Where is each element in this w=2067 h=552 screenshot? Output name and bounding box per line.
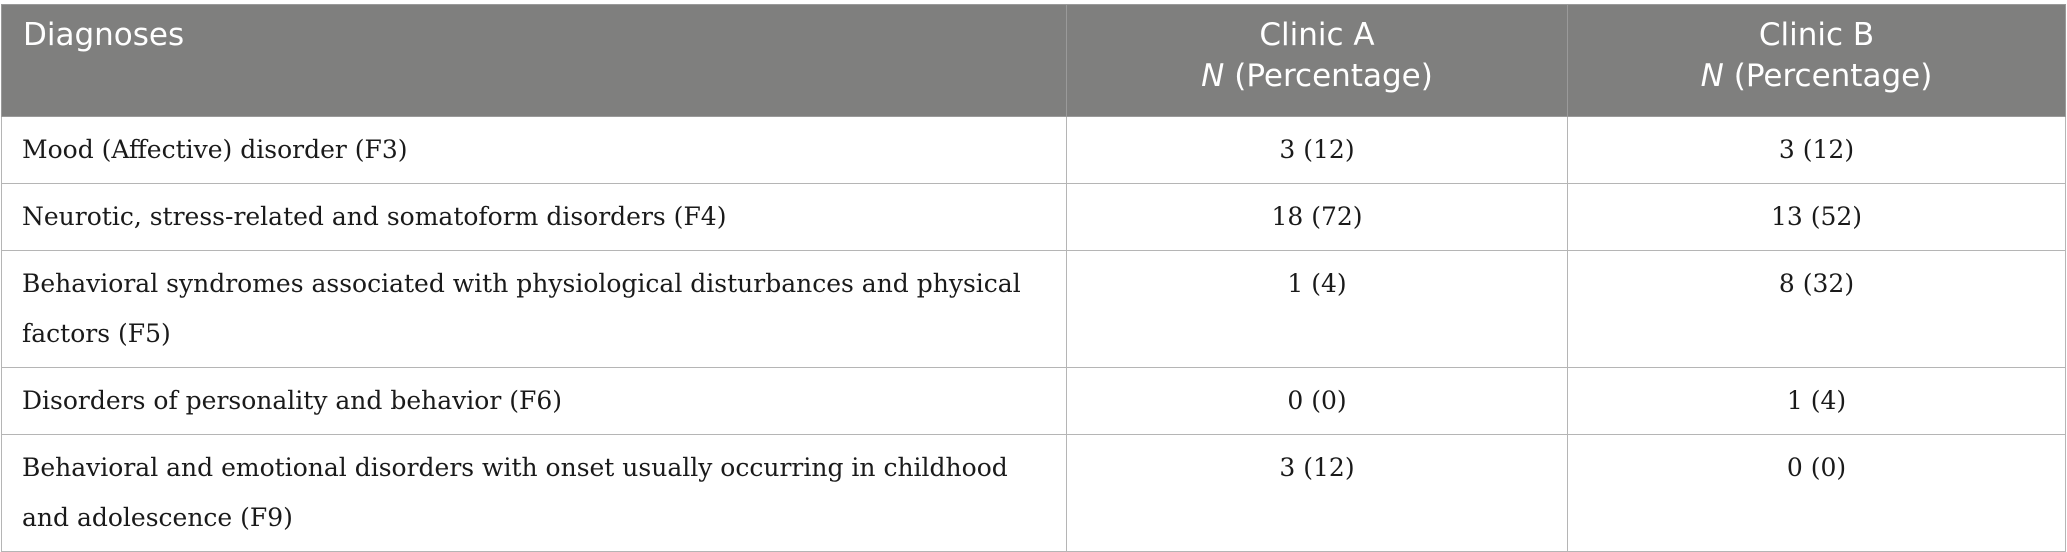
clinic-b-cell: 8 (32) xyxy=(1567,250,2066,368)
header-clinic-a-unit: (Percentage) xyxy=(1224,58,1433,94)
clinic-a-cell: 3 (12) xyxy=(1066,434,1568,552)
table-row: Disorders of personality and behavior (F… xyxy=(1,367,2066,435)
diagnosis-cell: Behavioral and emotional disorders with … xyxy=(1,434,1067,552)
header-diagnoses: Diagnoses xyxy=(1,4,1067,117)
clinic-a-cell: 18 (72) xyxy=(1066,183,1568,251)
header-clinic-a-n: N xyxy=(1201,58,1225,94)
diagnoses-table-container: Diagnoses Clinic A N (Percentage) Clinic… xyxy=(1,4,2066,552)
diagnosis-cell: Mood (Affective) disorder (F3) xyxy=(1,116,1067,184)
clinic-a-cell: 0 (0) xyxy=(1066,367,1568,435)
clinic-b-cell: 0 (0) xyxy=(1567,434,2066,552)
diagnosis-cell: Behavioral syndromes associated with phy… xyxy=(1,250,1067,368)
table-row: Behavioral and emotional disorders with … xyxy=(1,434,2066,552)
header-clinic-b-n: N xyxy=(1700,58,1724,94)
clinic-b-cell: 3 (12) xyxy=(1567,116,2066,184)
table-body: Mood (Affective) disorder (F3) 3 (12) 3 … xyxy=(1,116,2066,552)
header-row: Diagnoses Clinic A N (Percentage) Clinic… xyxy=(1,4,2066,117)
header-clinic-b-name: Clinic B xyxy=(1758,17,1875,53)
diagnosis-cell: Neurotic, stress-related and somatoform … xyxy=(1,183,1067,251)
clinic-a-cell: 3 (12) xyxy=(1066,116,1568,184)
table-row: Behavioral syndromes associated with phy… xyxy=(1,250,2066,368)
header-clinic-a-name: Clinic A xyxy=(1259,17,1375,53)
table-row: Neurotic, stress-related and somatoform … xyxy=(1,183,2066,251)
clinic-b-cell: 13 (52) xyxy=(1567,183,2066,251)
clinic-a-cell: 1 (4) xyxy=(1066,250,1568,368)
header-clinic-b: Clinic B N (Percentage) xyxy=(1567,4,2066,117)
clinic-b-cell: 1 (4) xyxy=(1567,367,2066,435)
table-header: Diagnoses Clinic A N (Percentage) Clinic… xyxy=(1,4,2066,117)
header-clinic-a: Clinic A N (Percentage) xyxy=(1066,4,1568,117)
header-clinic-b-unit: (Percentage) xyxy=(1723,58,1933,94)
table-row: Mood (Affective) disorder (F3) 3 (12) 3 … xyxy=(1,116,2066,184)
diagnosis-cell: Disorders of personality and behavior (F… xyxy=(1,367,1067,435)
diagnoses-table: Diagnoses Clinic A N (Percentage) Clinic… xyxy=(1,4,2066,552)
